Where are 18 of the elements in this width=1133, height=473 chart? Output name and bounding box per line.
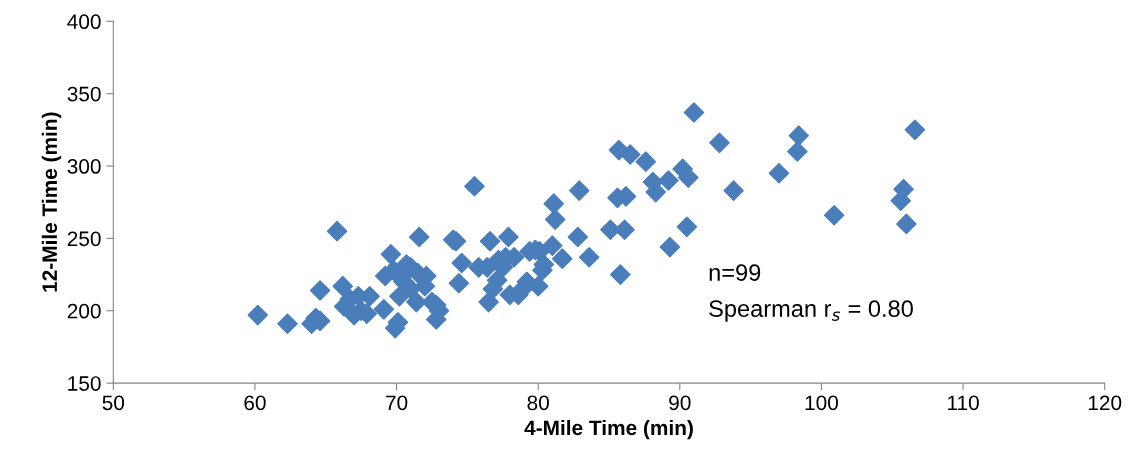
x-tick-label: 80 — [527, 395, 549, 411]
x-tick-label: 100 — [805, 395, 838, 411]
x-tick-label: 70 — [386, 395, 408, 411]
y-tick-label: 200 — [67, 303, 101, 319]
y-tick-label: 400 — [67, 14, 101, 30]
annotation: Spearman r$_{s}$ = 0.80 — [709, 300, 913, 322]
annotation: n=99 — [709, 264, 761, 281]
y-tick-label: 250 — [67, 231, 101, 247]
y-tick-label: 300 — [67, 159, 101, 174]
x-tick-label: 50 — [102, 395, 125, 411]
y-tick-label: 150 — [68, 376, 101, 391]
x-tick-label: 60 — [244, 395, 266, 411]
y-tick-label: 350 — [67, 86, 101, 102]
y-axis-title: 12-Mile Time (min) — [41, 112, 62, 292]
x-tick-label: 90 — [669, 395, 691, 411]
x-tick-label: 110 — [948, 395, 979, 411]
x-axis-title: 4-Mile Time (min) — [524, 419, 693, 440]
x-tick-label: 120 — [1088, 395, 1122, 411]
